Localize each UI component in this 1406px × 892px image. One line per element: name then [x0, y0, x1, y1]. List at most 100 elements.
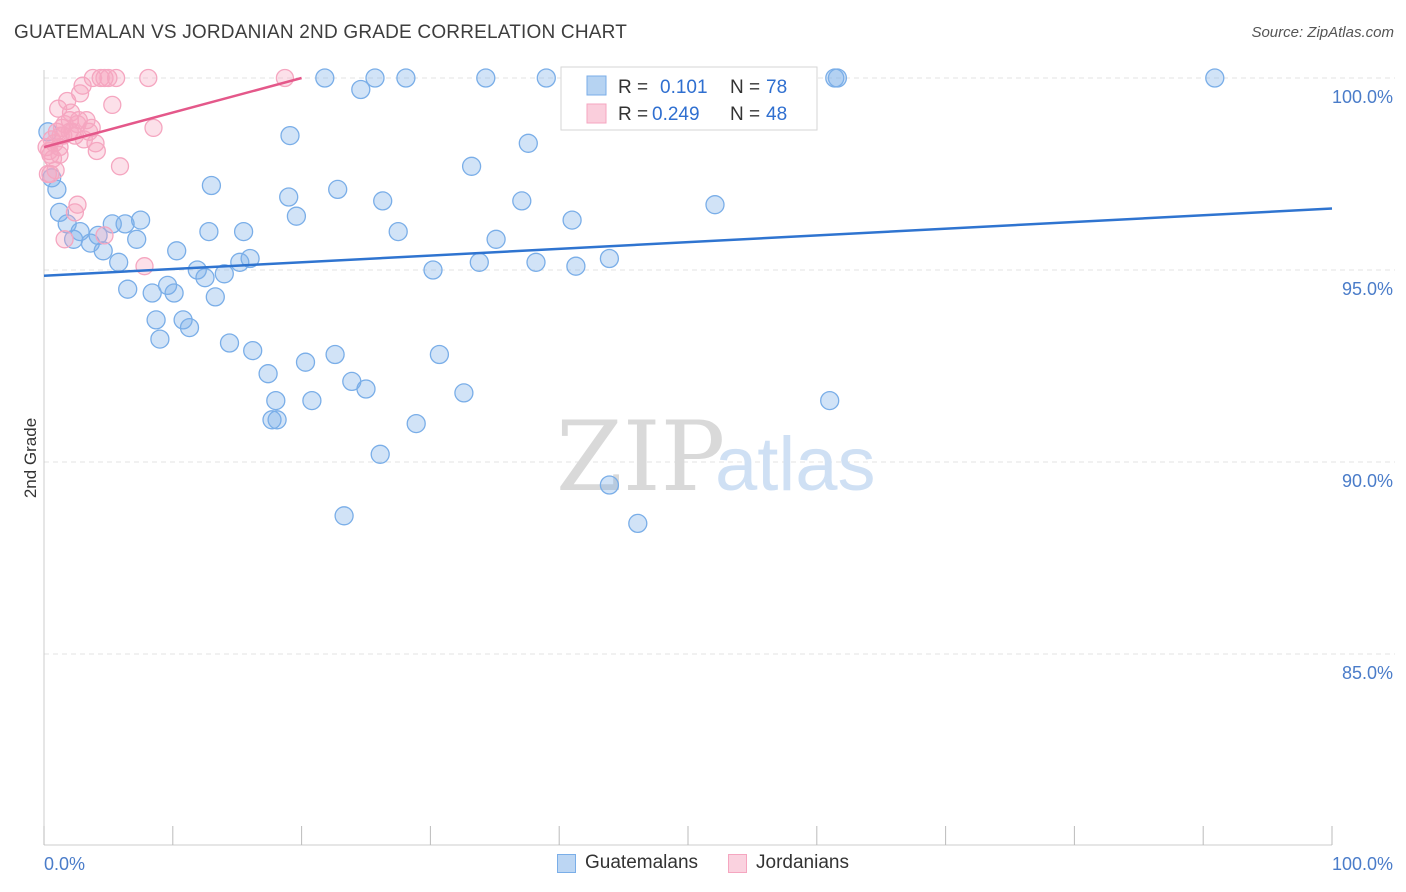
point-guatemalans: [469, 252, 489, 272]
point-jordanians: [69, 111, 88, 130]
legend-marker-jordanians: [728, 853, 748, 873]
point-guatemalans: [526, 252, 546, 272]
point-jordanians: [61, 103, 81, 122]
legend-item-guatemalans: Guatemalans: [557, 852, 698, 874]
point-guatemalans: [167, 241, 187, 261]
point-guatemalans: [302, 390, 322, 411]
n-value-guatemalans: 78: [766, 77, 787, 98]
point-jordanians: [74, 130, 94, 149]
point-guatemalans: [115, 214, 135, 234]
point-guatemalans: [512, 191, 532, 211]
point-jordanians: [144, 118, 163, 138]
watermark-atlas: atlas: [715, 422, 876, 507]
point-guatemalans: [201, 175, 222, 196]
point-guatemalans: [150, 329, 170, 349]
r-value-jordanians: 0.249: [652, 104, 700, 125]
point-guatemalans: [187, 260, 207, 280]
point-jordanians: [106, 68, 126, 88]
watermark-zip: ZIP: [556, 401, 725, 513]
y-tick-label: 90.0%: [1342, 471, 1393, 491]
axes: [43, 70, 1333, 846]
x-tick-label: 100.0%: [1332, 854, 1393, 874]
point-guatemalans: [88, 225, 108, 246]
legend-item-jordanians: Jordanians: [728, 852, 849, 874]
point-jordanians: [86, 134, 105, 153]
point-jordanians: [95, 226, 114, 245]
point-guatemalans: [262, 410, 282, 430]
point-guatemalans: [195, 268, 215, 288]
point-guatemalans: [173, 310, 193, 330]
legend-marker-guatemalans: [557, 853, 577, 873]
point-jordanians: [41, 164, 60, 184]
point-guatemalans: [1205, 68, 1225, 88]
y-tick-label: 100.0%: [1332, 87, 1393, 107]
point-jordanians: [135, 257, 154, 276]
point-guatemalans: [396, 68, 416, 88]
x-tick-label: 0.0%: [44, 854, 85, 874]
point-guatemalans: [258, 364, 278, 384]
tick-labels: 85.0% 90.0% 95.0% 100.0% 0.0% 100.0%: [44, 87, 1393, 874]
point-guatemalans: [820, 390, 840, 411]
point-guatemalans: [279, 187, 299, 207]
point-guatemalans: [142, 283, 162, 303]
point-guatemalans: [205, 287, 225, 307]
point-guatemalans: [109, 252, 129, 272]
point-guatemalans: [164, 283, 184, 303]
point-guatemalans: [705, 195, 725, 215]
point-jordanians: [50, 145, 69, 164]
stats-legend: R = 0.101 N = 78 R = 0.249 N = 48: [560, 66, 818, 131]
trend-line-jordanians: [43, 76, 302, 149]
point-guatemalans: [388, 221, 408, 242]
point-guatemalans: [454, 383, 474, 403]
trend-lines: [43, 76, 1333, 278]
point-guatemalans: [240, 248, 260, 269]
point-guatemalans: [827, 68, 848, 88]
point-guatemalans: [536, 68, 556, 88]
point-guatemalans: [351, 79, 371, 100]
point-guatemalans: [461, 156, 482, 176]
point-guatemalans: [370, 444, 390, 464]
point-guatemalans: [599, 475, 620, 495]
legend-label-guatemalans: Guatemalans: [585, 852, 699, 873]
legend-swatch-guatemalans: [586, 75, 607, 96]
point-guatemalans: [243, 340, 263, 361]
point-guatemalans: [267, 410, 287, 430]
point-guatemalans: [295, 352, 316, 372]
source-credit: Source: ZipAtlas.com: [1251, 24, 1394, 41]
point-guatemalans: [518, 133, 538, 153]
point-guatemalans: [325, 344, 345, 365]
point-jordanians: [68, 195, 87, 214]
point-jordanians: [103, 95, 122, 115]
n-value-jordanians: 48: [766, 104, 787, 125]
point-guatemalans: [157, 275, 178, 296]
point-jordanians: [55, 230, 74, 249]
svg-text:N =: N =: [730, 104, 760, 125]
data-points: [37, 68, 1225, 534]
watermark: ZIP atlas: [556, 401, 876, 513]
point-guatemalans: [429, 344, 450, 365]
point-guatemalans: [146, 310, 166, 330]
point-guatemalans: [286, 206, 307, 226]
y-tick-label: 95.0%: [1342, 279, 1393, 299]
r-value-guatemalans: 0.101: [660, 77, 708, 98]
point-guatemalans: [328, 179, 348, 200]
series-legend: Guatemalans Jordanians: [0, 852, 1406, 874]
point-guatemalans: [130, 210, 151, 230]
point-guatemalans: [179, 317, 200, 338]
point-guatemalans: [476, 68, 496, 88]
point-guatemalans: [373, 191, 393, 211]
point-guatemalans: [486, 229, 506, 249]
legend-label-jordanians: Jordanians: [756, 852, 849, 873]
point-guatemalans: [49, 202, 70, 223]
point-guatemalans: [406, 413, 426, 434]
point-guatemalans: [599, 248, 620, 269]
trend-line-guatemalans: [43, 207, 1333, 278]
point-guatemalans: [315, 68, 335, 88]
point-jordanians: [139, 68, 158, 88]
point-guatemalans: [423, 260, 443, 280]
point-guatemalans: [365, 68, 385, 88]
point-jordanians: [99, 68, 118, 88]
point-guatemalans: [199, 221, 219, 242]
point-guatemalans: [127, 229, 147, 249]
